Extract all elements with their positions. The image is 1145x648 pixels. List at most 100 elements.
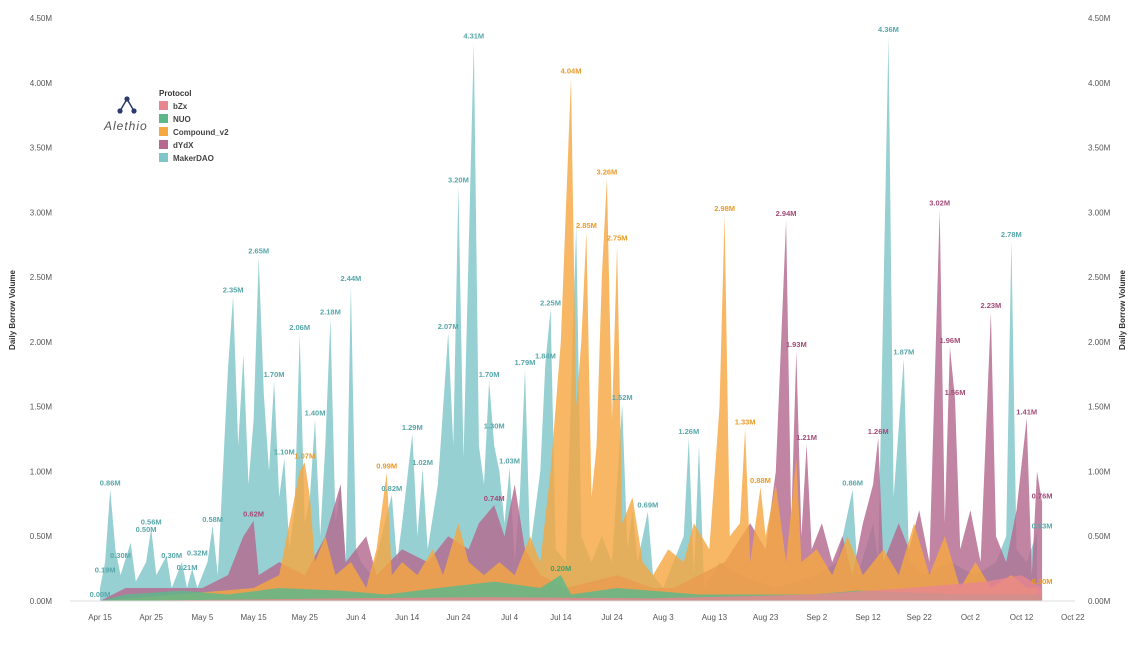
legend-swatch <box>159 153 168 162</box>
x-tick: Sep 2 <box>806 613 827 622</box>
data-label: 0.58M <box>202 515 223 524</box>
data-label: 2.25M <box>540 299 561 308</box>
data-label: 1.93M <box>786 340 807 349</box>
data-label: 4.04M <box>561 67 582 76</box>
data-label: 1.96M <box>939 336 960 345</box>
data-label: 0.21M <box>177 563 198 572</box>
data-label: 0.30M <box>161 551 182 560</box>
data-label: 2.44M <box>340 274 361 283</box>
legend-item-bzx[interactable]: bZx <box>159 101 188 111</box>
x-tick: Apr 15 <box>88 613 112 622</box>
y-tick-right: 0.50M <box>1088 532 1111 541</box>
legend-item-dydx[interactable]: dYdX <box>159 140 194 150</box>
y-tick-left: 2.50M <box>30 273 53 282</box>
data-label: 0.00M <box>90 590 111 599</box>
data-label: 0.30M <box>110 551 131 560</box>
data-label: 2.06M <box>289 323 310 332</box>
data-label: 2.98M <box>714 204 735 213</box>
data-label: 0.50M <box>136 525 157 534</box>
y-tick-right: 4.50M <box>1088 14 1111 23</box>
legend-label: bZx <box>173 102 188 111</box>
y-tick-left: 3.50M <box>30 144 53 153</box>
y-tick-right: 1.50M <box>1088 403 1111 412</box>
data-label: 0.56M <box>141 517 162 526</box>
legend-label: MakerDAO <box>173 154 214 163</box>
data-label: 2.18M <box>320 308 341 317</box>
data-label: 1.10M <box>274 447 295 456</box>
data-label: 3.20M <box>448 175 469 184</box>
y-tick-left: 0.50M <box>30 532 53 541</box>
legend-label: NUO <box>173 115 191 124</box>
x-tick: May 25 <box>292 613 319 622</box>
y-axis-title-right: Daily Borrow Volume <box>1118 270 1127 350</box>
x-tick: Jun 14 <box>395 613 420 622</box>
legend-item-nuo[interactable]: NUO <box>159 114 191 124</box>
x-tick: Apr 25 <box>139 613 163 622</box>
data-label: 1.26M <box>868 427 889 436</box>
y-tick-right: 3.00M <box>1088 208 1111 217</box>
area-bzx[interactable] <box>100 575 1043 601</box>
logo-text: Alethio <box>103 119 148 133</box>
y-tick-right: 2.50M <box>1088 273 1111 282</box>
y-tick-right: 2.00M <box>1088 338 1111 347</box>
data-label: 0.20M <box>550 564 571 573</box>
y-tick-right: 1.00M <box>1088 467 1111 476</box>
data-label: 0.69M <box>637 501 658 510</box>
x-tick: Oct 2 <box>961 613 981 622</box>
legend-label: dYdX <box>173 141 194 150</box>
legend: Alethio Protocol bZx NUO Compound_v2 dYdX Ma… <box>103 89 229 163</box>
data-label: 0.99M <box>376 462 397 471</box>
area-compound-v2[interactable] <box>100 77 1037 602</box>
data-label: 4.36M <box>878 25 899 34</box>
data-label: 2.23M <box>980 301 1001 310</box>
data-label: 2.07M <box>438 322 459 331</box>
legend-swatch <box>159 114 168 123</box>
y-tick-left: 1.50M <box>30 403 53 412</box>
data-label: 1.40M <box>305 409 326 418</box>
y-tick-left: 2.00M <box>30 338 53 347</box>
data-label: 3.26M <box>596 168 617 177</box>
area-dydx[interactable] <box>100 209 1043 601</box>
x-tick: Jul 24 <box>601 613 623 622</box>
y-tick-left: 3.00M <box>30 208 53 217</box>
data-label: 1.21M <box>796 433 817 442</box>
data-label: 1.56M <box>945 388 966 397</box>
x-tick: Oct 12 <box>1010 613 1034 622</box>
legend-label: Compound_v2 <box>173 128 229 137</box>
data-label: 1.33M <box>735 418 756 427</box>
x-tick: Aug 3 <box>653 613 674 622</box>
data-label: 4.31M <box>463 32 484 41</box>
data-label: 2.78M <box>1001 230 1022 239</box>
data-label: 1.84M <box>535 352 556 361</box>
data-label: 2.75M <box>607 234 628 243</box>
y-tick-right: 4.00M <box>1088 79 1111 88</box>
data-label: 1.41M <box>1016 407 1037 416</box>
data-label: 0.76M <box>1032 492 1053 501</box>
data-label: 1.03M <box>499 457 520 466</box>
legend-item-compound-v2[interactable]: Compound_v2 <box>159 127 229 137</box>
data-label: 0.82M <box>381 484 402 493</box>
x-tick: Jul 14 <box>550 613 572 622</box>
legend-swatch <box>159 101 168 110</box>
data-label: 1.26M <box>678 427 699 436</box>
x-tick: Sep 22 <box>907 613 933 622</box>
data-label: 1.70M <box>479 370 500 379</box>
data-label: 1.79M <box>515 358 536 367</box>
data-label: 0.19M <box>95 565 116 574</box>
legend-item-makerdao[interactable]: MakerDAO <box>159 153 214 163</box>
data-label: 2.65M <box>248 247 269 256</box>
axes: Daily Borrow Volume Daily Borrow Volume … <box>8 14 1127 622</box>
area-nuo[interactable] <box>100 575 1043 601</box>
data-label: 3.02M <box>929 199 950 208</box>
y-tick-right: 0.00M <box>1088 597 1111 606</box>
data-label: 0.74M <box>484 494 505 503</box>
x-tick: Oct 22 <box>1061 613 1085 622</box>
data-label: 0.88M <box>750 476 771 485</box>
series-areas <box>100 36 1043 602</box>
data-label: 1.70M <box>264 370 285 379</box>
y-tick-left: 4.50M <box>30 14 53 23</box>
legend-swatch <box>159 140 168 149</box>
x-tick: Aug 23 <box>753 613 779 622</box>
